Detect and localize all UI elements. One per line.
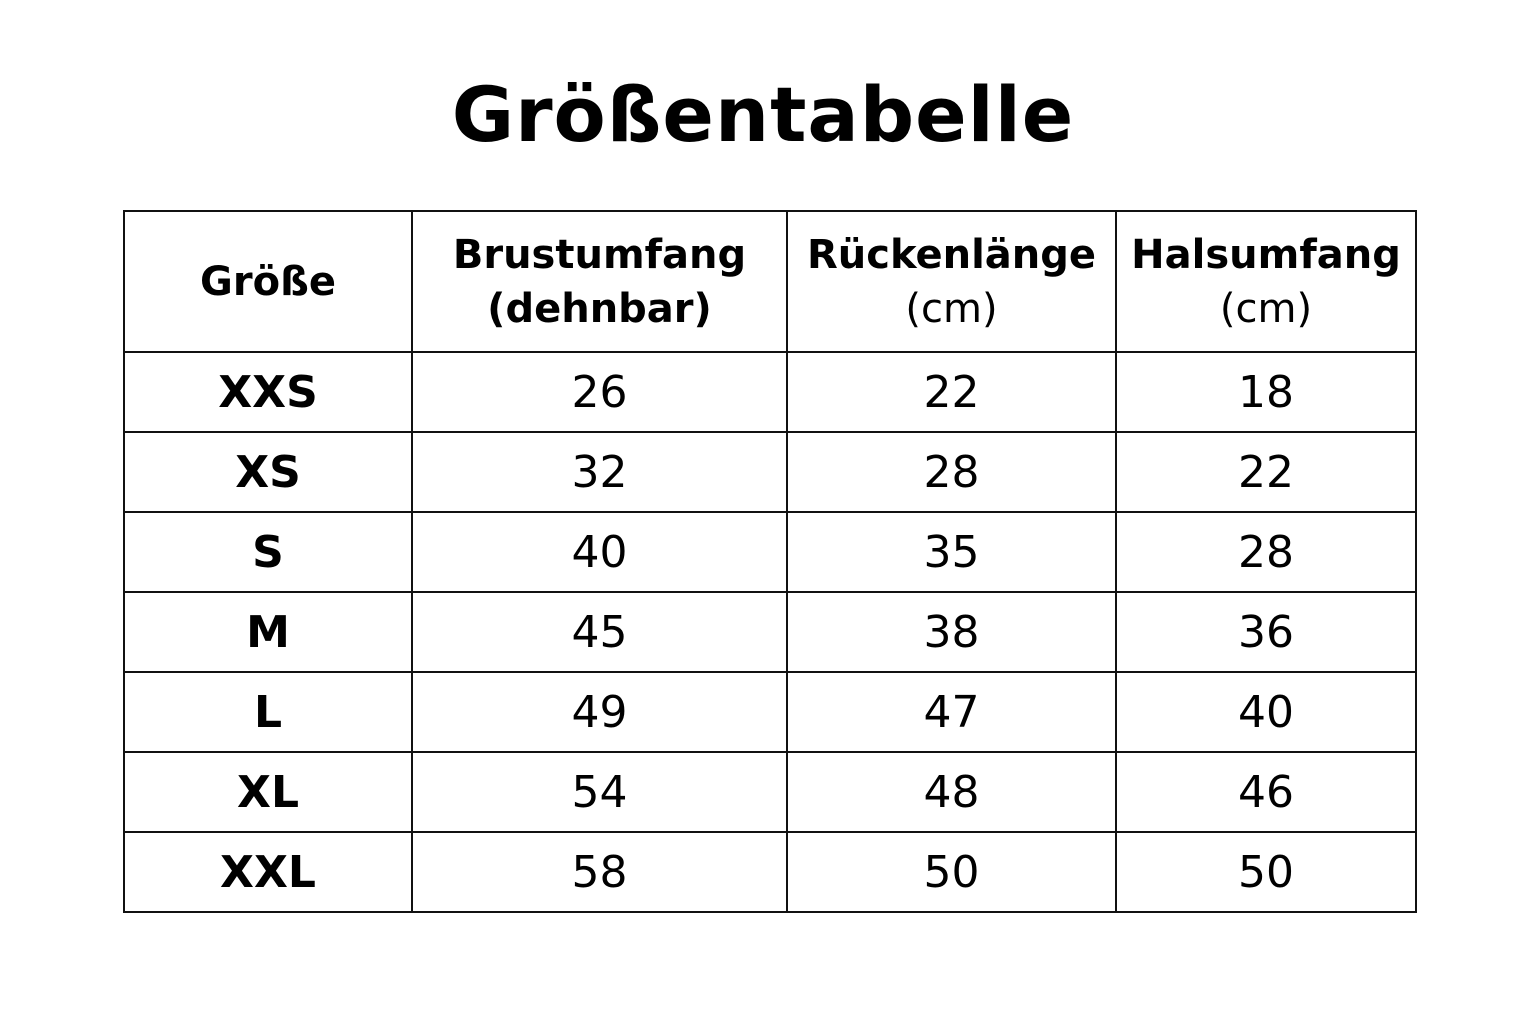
value-cell: 40 xyxy=(411,511,788,593)
value-cell: 22 xyxy=(1115,431,1417,513)
size-table: Größe Brustumfang (dehnbar) Rückenlänge (c… xyxy=(123,210,1417,913)
size-cell: M xyxy=(123,591,413,673)
value-cell: 49 xyxy=(411,671,788,753)
table-row: XL 54 48 46 xyxy=(123,751,1417,833)
value-cell: 48 xyxy=(786,751,1117,833)
size-cell: XXL xyxy=(123,831,413,913)
header-label: Größe xyxy=(200,258,336,305)
header-chest: Brustumfang (dehnbar) xyxy=(411,210,788,353)
header-label: Halsumfang xyxy=(1131,231,1401,278)
header-back-length: Rückenlänge (cm) xyxy=(786,210,1117,353)
header-sublabel: (cm) xyxy=(1219,285,1313,332)
value-cell: 54 xyxy=(411,751,788,833)
value-cell: 46 xyxy=(1115,751,1417,833)
size-cell: XS xyxy=(123,431,413,513)
size-cell: XL xyxy=(123,751,413,833)
size-cell: XXS xyxy=(123,351,413,433)
table-row: XXL 58 50 50 xyxy=(123,831,1417,913)
header-label: Brustumfang xyxy=(452,231,747,278)
table-row: S 40 35 28 xyxy=(123,511,1417,593)
header-sublabel: (cm) xyxy=(905,285,998,332)
table-row: M 45 38 36 xyxy=(123,591,1417,673)
value-cell: 28 xyxy=(786,431,1117,513)
header-neck: Halsumfang (cm) xyxy=(1115,210,1417,353)
value-cell: 18 xyxy=(1115,351,1417,433)
size-cell: L xyxy=(123,671,413,753)
table-row: XS 32 28 22 xyxy=(123,431,1417,513)
header-sublabel: (dehnbar) xyxy=(487,285,712,332)
value-cell: 47 xyxy=(786,671,1117,753)
value-cell: 38 xyxy=(786,591,1117,673)
value-cell: 26 xyxy=(411,351,788,433)
page-title: Größentabelle xyxy=(451,70,1075,159)
table-row: XXS 26 22 18 xyxy=(123,351,1417,433)
value-cell: 50 xyxy=(786,831,1117,913)
table-row: L 49 47 40 xyxy=(123,671,1417,753)
value-cell: 36 xyxy=(1115,591,1417,673)
header-label: Rückenlänge xyxy=(806,231,1097,278)
header-size: Größe xyxy=(123,210,413,353)
value-cell: 45 xyxy=(411,591,788,673)
size-cell: S xyxy=(123,511,413,593)
value-cell: 28 xyxy=(1115,511,1417,593)
value-cell: 40 xyxy=(1115,671,1417,753)
value-cell: 50 xyxy=(1115,831,1417,913)
value-cell: 35 xyxy=(786,511,1117,593)
value-cell: 32 xyxy=(411,431,788,513)
value-cell: 22 xyxy=(786,351,1117,433)
header-row: Größe Brustumfang (dehnbar) Rückenlänge (c… xyxy=(123,210,1417,353)
value-cell: 58 xyxy=(411,831,788,913)
